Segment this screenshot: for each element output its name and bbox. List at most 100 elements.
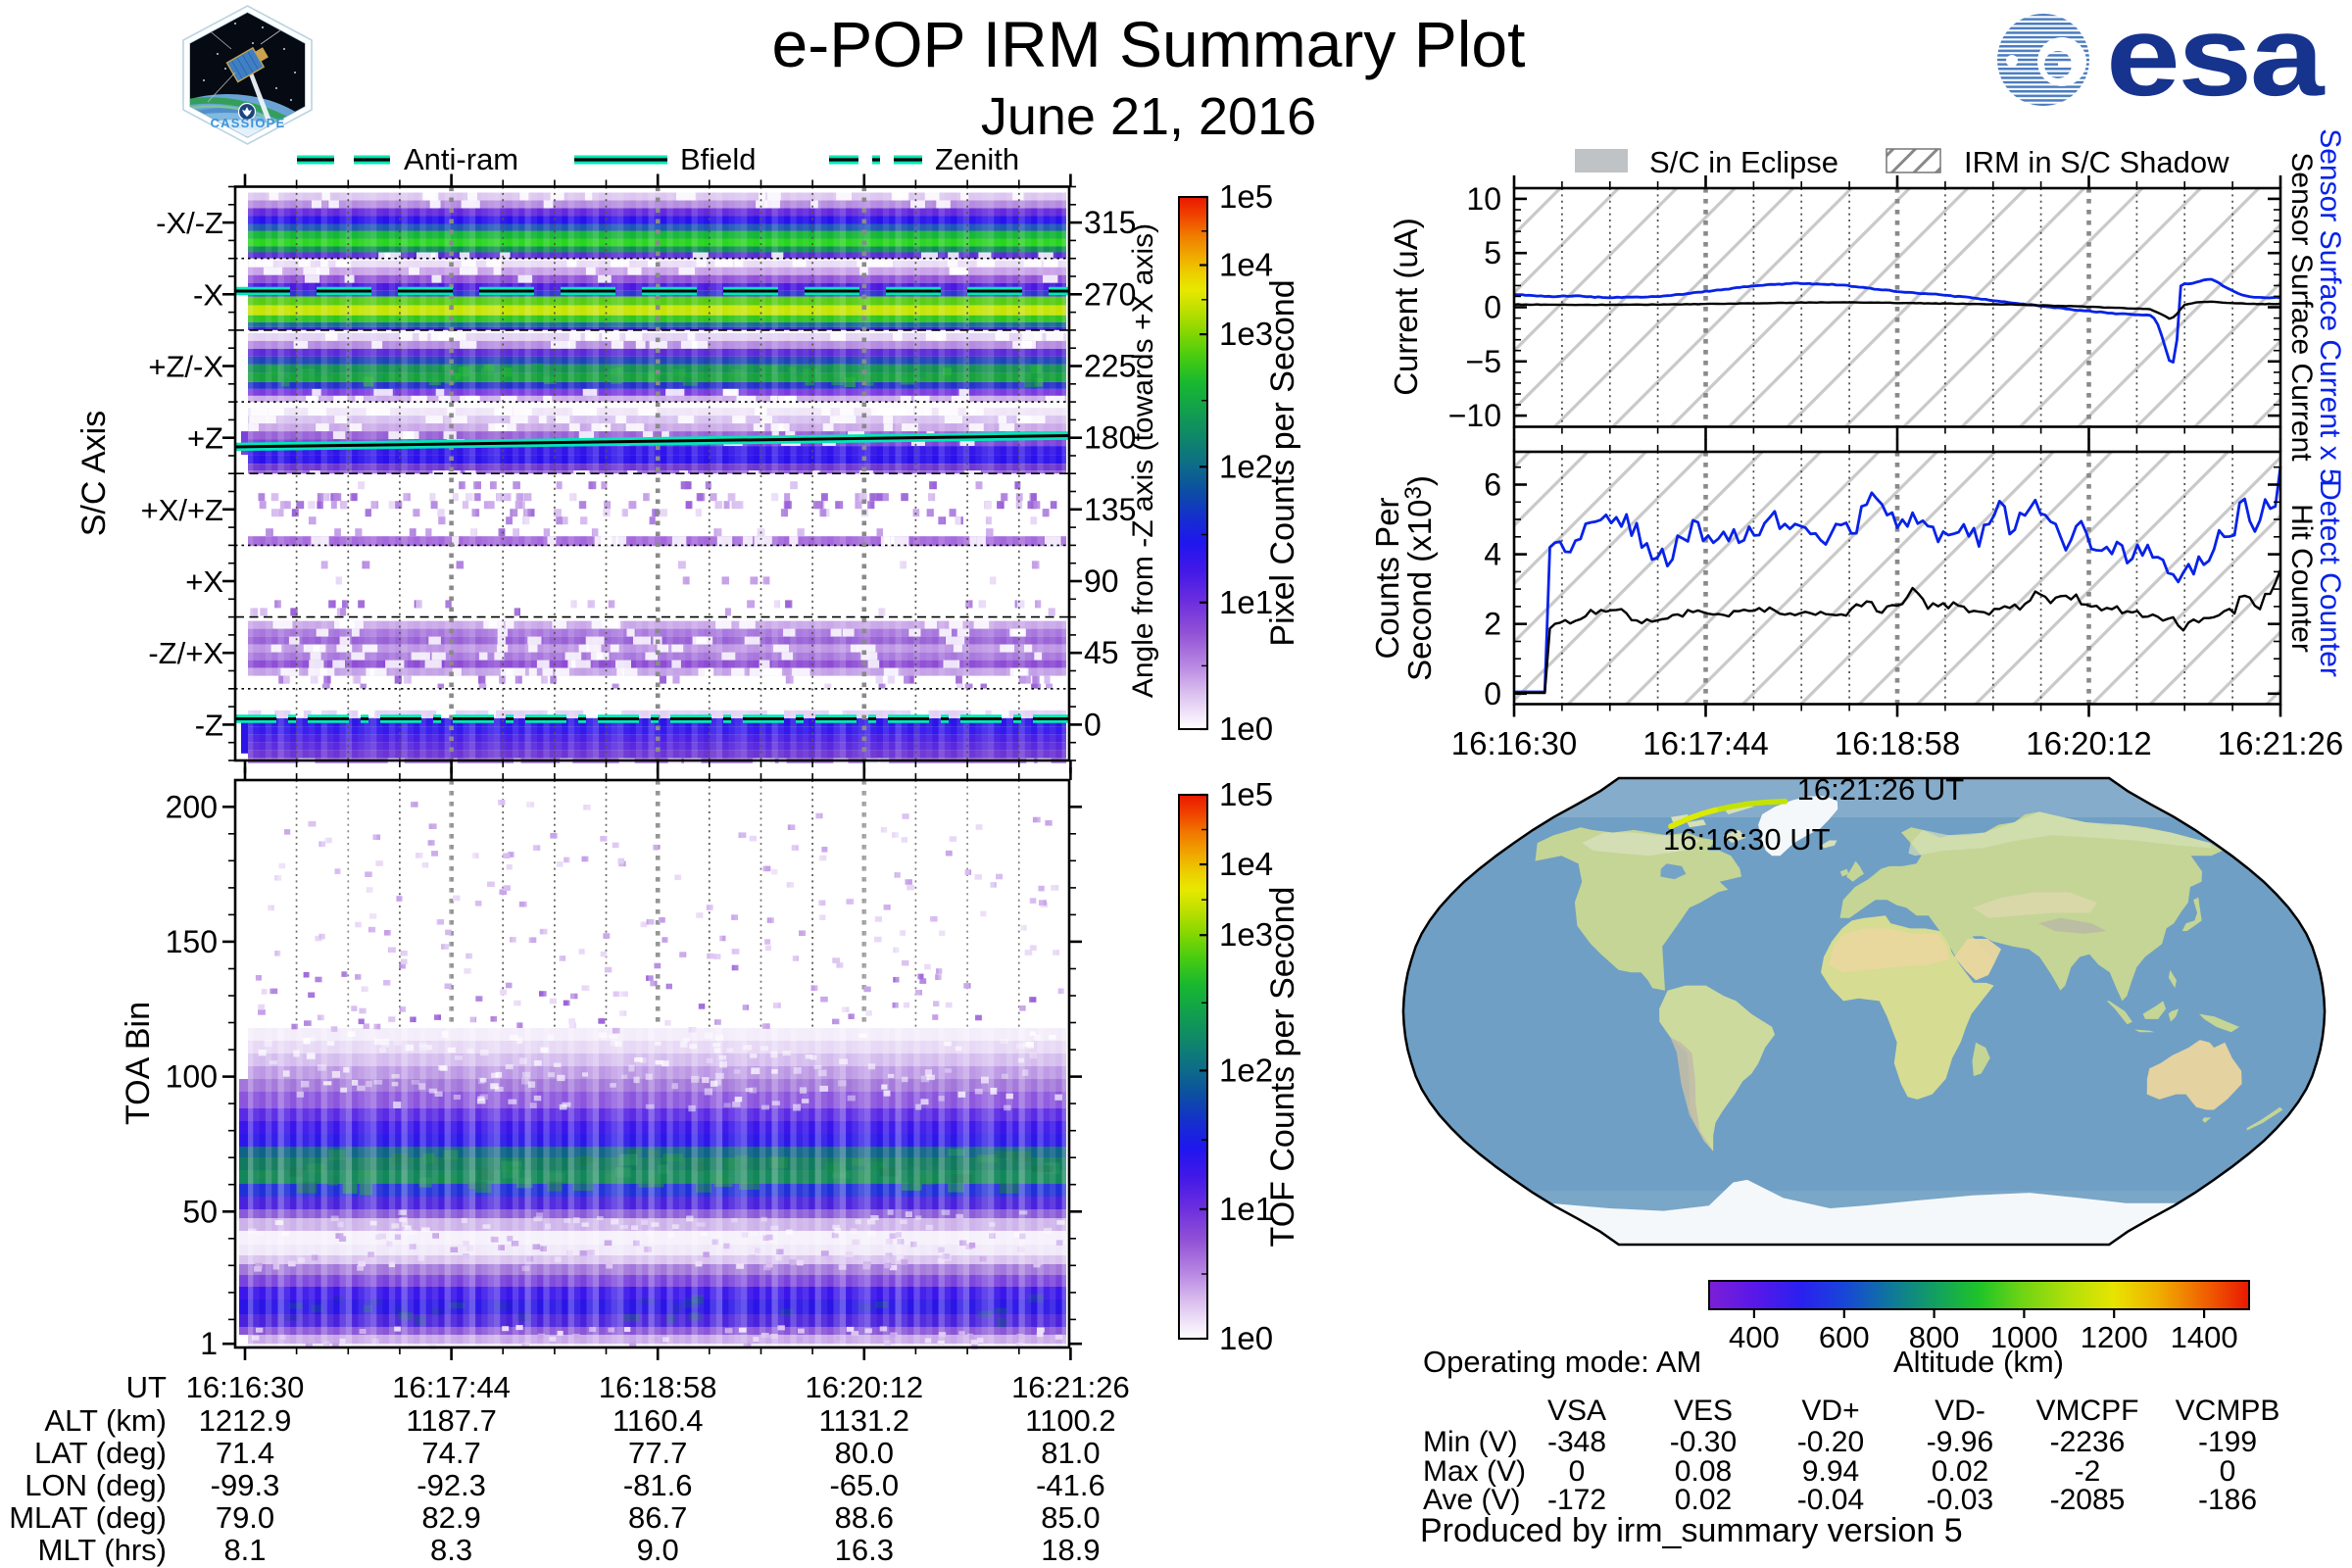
svg-text:Max (V): Max (V) xyxy=(1423,1455,1526,1488)
svg-text:16.3: 16.3 xyxy=(835,1533,894,1567)
svg-text:16:20:12: 16:20:12 xyxy=(805,1370,923,1404)
svg-text:16:21:26: 16:21:26 xyxy=(1011,1370,1130,1404)
svg-text:0: 0 xyxy=(1484,290,1501,325)
svg-text:TOA Bin: TOA Bin xyxy=(120,1002,157,1125)
svg-text:74.7: 74.7 xyxy=(421,1436,480,1470)
svg-text:LON (deg): LON (deg) xyxy=(24,1468,167,1502)
svg-text:-65.0: -65.0 xyxy=(829,1468,899,1502)
svg-text:Angle from -Z axis (towards +X: Angle from -Z axis (towards +X axis) xyxy=(1127,223,1159,698)
svg-text:1200: 1200 xyxy=(2081,1320,2148,1354)
svg-text:16:17:44: 16:17:44 xyxy=(1642,725,1768,761)
svg-text:1e0: 1e0 xyxy=(1219,710,1273,747)
svg-text:-Z: -Z xyxy=(195,708,223,742)
svg-text:+Z/-X: +Z/-X xyxy=(148,349,223,383)
svg-text:16:16:30 UT: 16:16:30 UT xyxy=(1663,822,1831,857)
svg-text:LAT (deg): LAT (deg) xyxy=(34,1436,167,1470)
svg-text:-0.20: -0.20 xyxy=(1797,1426,1864,1458)
svg-text:180: 180 xyxy=(1084,420,1136,456)
svg-text:-348: -348 xyxy=(1547,1426,1606,1458)
svg-text:MLAT (deg): MLAT (deg) xyxy=(9,1500,167,1535)
svg-text:MLT (hrs): MLT (hrs) xyxy=(38,1533,167,1567)
svg-text:TOF Counts per Second: TOF Counts per Second xyxy=(1264,887,1301,1248)
svg-text:1187.7: 1187.7 xyxy=(406,1403,497,1438)
svg-text:4: 4 xyxy=(1484,537,1501,572)
svg-text:0.02: 0.02 xyxy=(1932,1455,1988,1488)
svg-text:5: 5 xyxy=(1484,235,1501,270)
svg-text:-2: -2 xyxy=(2075,1455,2101,1488)
svg-text:2: 2 xyxy=(1484,607,1501,642)
svg-text:86.7: 86.7 xyxy=(628,1500,687,1535)
svg-text:Second (x103): Second (x103) xyxy=(1400,475,1438,681)
svg-text:1e2: 1e2 xyxy=(1219,448,1273,484)
svg-text:9.94: 9.94 xyxy=(1802,1455,1859,1488)
svg-text:1e4: 1e4 xyxy=(1219,846,1273,882)
svg-text:Detect Counter: Detect Counter xyxy=(2314,479,2346,677)
svg-text:1160.4: 1160.4 xyxy=(612,1403,704,1438)
svg-text:9.0: 9.0 xyxy=(637,1533,679,1567)
svg-text:UT: UT xyxy=(126,1370,167,1404)
svg-text:6: 6 xyxy=(1484,467,1501,503)
svg-text:-172: -172 xyxy=(1547,1484,1606,1516)
svg-text:Produced by irm_summary versio: Produced by irm_summary version 5 xyxy=(1420,1512,1963,1549)
svg-text:e-POP IRM Summary Plot: e-POP IRM Summary Plot xyxy=(772,8,1526,80)
svg-text:-X/-Z: -X/-Z xyxy=(156,206,223,240)
svg-text:-0.03: -0.03 xyxy=(1927,1484,1993,1516)
svg-text:-199: -199 xyxy=(2198,1426,2257,1458)
svg-text:77.7: 77.7 xyxy=(628,1436,687,1470)
svg-text:Counts Per: Counts Per xyxy=(1369,497,1405,659)
svg-text:VMCPF: VMCPF xyxy=(2036,1395,2139,1427)
svg-text:16:20:12: 16:20:12 xyxy=(2026,725,2151,761)
svg-text:-81.6: -81.6 xyxy=(623,1468,693,1502)
svg-text:79.0: 79.0 xyxy=(216,1500,274,1535)
svg-text:80.0: 80.0 xyxy=(835,1436,894,1470)
svg-text:150: 150 xyxy=(166,924,218,959)
svg-text:Sensor Surface Current x 5: Sensor Surface Current x 5 xyxy=(2314,128,2346,485)
svg-text:Sensor Surface Current: Sensor Surface Current xyxy=(2285,152,2318,462)
svg-text:1e4: 1e4 xyxy=(1219,247,1273,283)
svg-text:VD+: VD+ xyxy=(1801,1395,1859,1427)
svg-text:-186: -186 xyxy=(2198,1484,2257,1516)
svg-text:45: 45 xyxy=(1084,635,1119,670)
svg-text:0: 0 xyxy=(2220,1455,2236,1488)
svg-text:Zenith: Zenith xyxy=(935,142,1019,176)
svg-text:VCMPB: VCMPB xyxy=(2176,1395,2280,1427)
svg-text:400: 400 xyxy=(1729,1320,1780,1354)
svg-text:-0.04: -0.04 xyxy=(1797,1484,1864,1516)
svg-text:1131.2: 1131.2 xyxy=(819,1403,910,1438)
svg-text:Pixel Counts per Second: Pixel Counts per Second xyxy=(1264,279,1301,646)
svg-text:VES: VES xyxy=(1674,1395,1733,1427)
svg-text:−10: −10 xyxy=(1448,398,1501,433)
svg-text:Hit Counter: Hit Counter xyxy=(2285,504,2318,653)
svg-text:-92.3: -92.3 xyxy=(416,1468,486,1502)
svg-text:1e5: 1e5 xyxy=(1219,178,1273,215)
svg-text:16:16:30: 16:16:30 xyxy=(1451,725,1577,761)
svg-text:0.08: 0.08 xyxy=(1675,1455,1732,1488)
svg-text:82.9: 82.9 xyxy=(421,1500,480,1535)
svg-text:16:16:30: 16:16:30 xyxy=(186,1370,305,1404)
svg-text:16:18:58: 16:18:58 xyxy=(1835,725,1960,761)
svg-text:225: 225 xyxy=(1084,348,1136,383)
svg-text:1e1: 1e1 xyxy=(1219,584,1273,620)
svg-text:Altitude (km): Altitude (km) xyxy=(1893,1345,2064,1379)
svg-text:+X/+Z: +X/+Z xyxy=(141,493,223,527)
svg-text:Bfield: Bfield xyxy=(680,142,757,176)
svg-text:1: 1 xyxy=(200,1326,218,1361)
svg-text:1000: 1000 xyxy=(1990,1320,2058,1354)
svg-text:18.9: 18.9 xyxy=(1041,1533,1100,1567)
svg-text:16:21:26: 16:21:26 xyxy=(2218,725,2343,761)
svg-text:0: 0 xyxy=(1084,707,1102,742)
svg-text:0.02: 0.02 xyxy=(1675,1484,1732,1516)
svg-text:Anti-ram: Anti-ram xyxy=(404,142,518,176)
svg-text:71.4: 71.4 xyxy=(216,1436,274,1470)
svg-text:10: 10 xyxy=(1466,181,1501,217)
svg-text:−5: −5 xyxy=(1466,344,1501,379)
svg-text:Current (uA): Current (uA) xyxy=(1388,218,1424,396)
svg-text:1e0: 1e0 xyxy=(1219,1320,1273,1356)
svg-text:-2085: -2085 xyxy=(2050,1484,2126,1516)
svg-text:0: 0 xyxy=(1569,1455,1586,1488)
svg-text:Ave (V): Ave (V) xyxy=(1423,1484,1520,1516)
svg-text:IRM in S/C Shadow: IRM in S/C Shadow xyxy=(1964,145,2230,179)
svg-text:-Z/+X: -Z/+X xyxy=(148,636,223,670)
svg-text:VD-: VD- xyxy=(1935,1395,1985,1427)
svg-text:CASSIOPE: CASSIOPE xyxy=(211,116,286,130)
